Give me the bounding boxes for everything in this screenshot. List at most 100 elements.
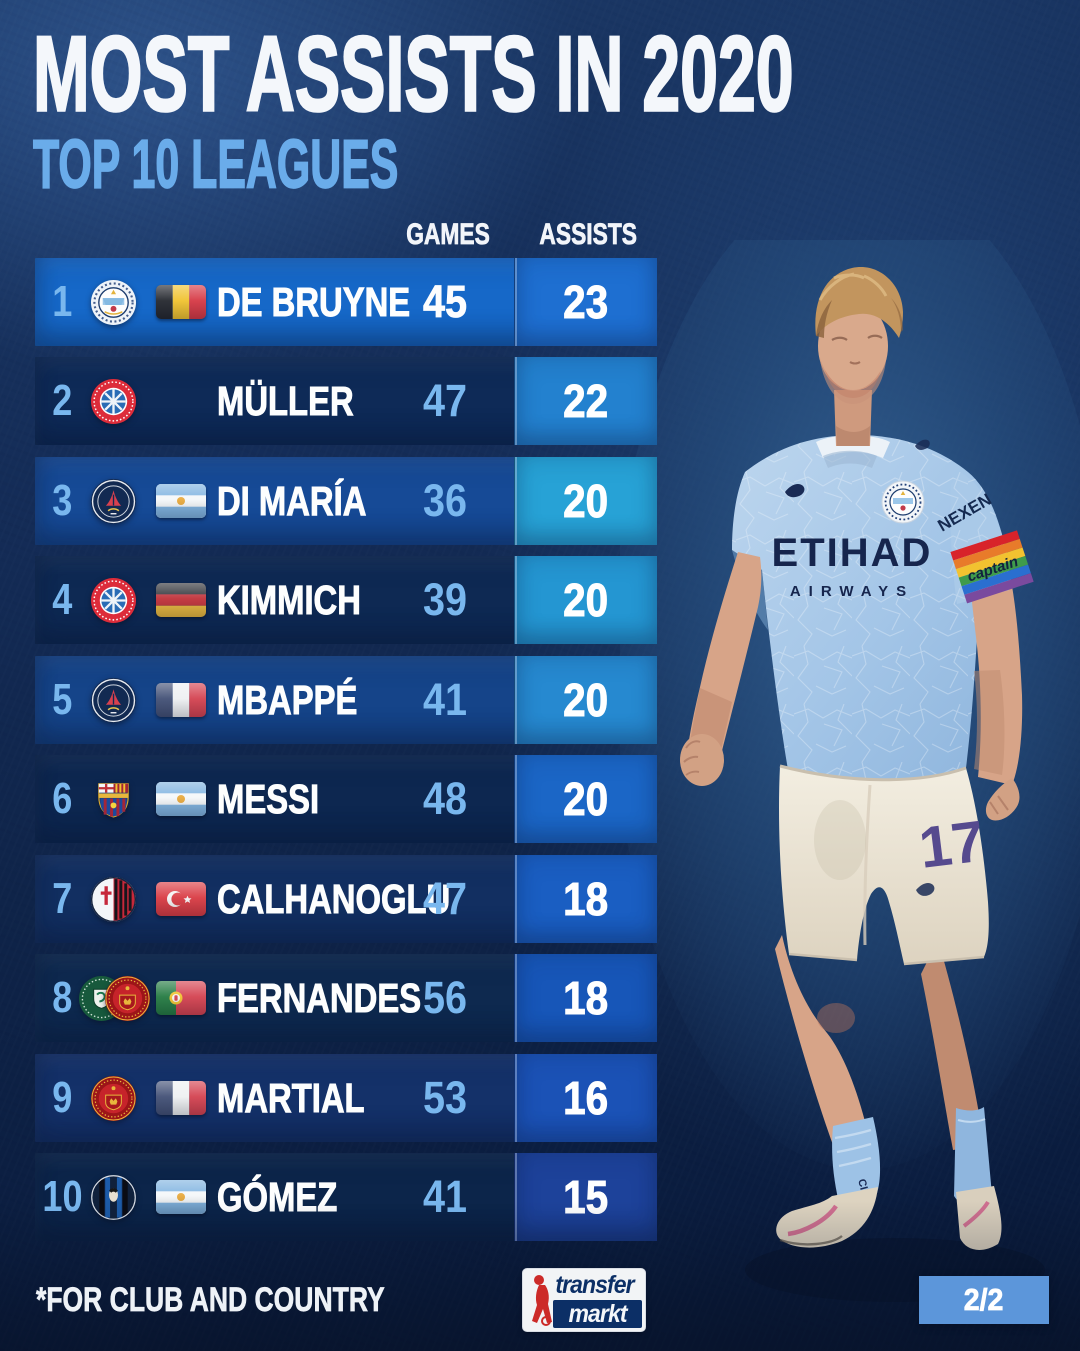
rank: 9 [51,1073,73,1122]
games-value: 47 [422,375,468,426]
club-badge-ac-milan [87,873,139,925]
games-value: 41 [422,674,468,725]
rank: 3 [51,476,73,525]
jersey-sponsor-sub: AIRWAYS [790,583,914,600]
transfermarkt-logo-top-text: transfer [555,1271,635,1299]
games-value: 45 [422,276,468,328]
flag-argentina [153,781,209,817]
games-value: 53 [422,1072,468,1123]
column-header-assists: ASSISTS [539,218,637,252]
player-name: MBAPPÉ [217,676,358,723]
page-subtitle: TOP 10 LEAGUES [32,126,399,203]
player-shorts: 17 [779,764,989,966]
assists-value: 16 [563,1072,609,1125]
assists-value: 15 [563,1171,609,1224]
rank: 7 [51,874,73,923]
table-row: 1 DE BRUYNE 45 23 [35,258,657,346]
rank: 10 [41,1172,83,1221]
assists-value: 23 [563,276,609,329]
assists-cell: 15 [514,1153,657,1241]
assists-value: 20 [563,574,609,627]
table-row: 4 KIMMICH 39 20 [35,556,657,644]
assists-value: 20 [563,773,609,826]
armband-text: captain [965,553,1020,585]
table-row: 5 MBAPPÉ 41 20 [35,656,657,744]
page-number-badge: 2/2 [919,1276,1049,1324]
club-badge-psg [87,674,139,726]
player-back-leg [921,940,1002,1250]
assists-value: 20 [563,475,609,528]
assists-value: 18 [563,972,609,1025]
player-backdrop-glow [620,240,1080,1170]
player-name: FERNANDES [217,974,422,1021]
games-value: 48 [422,773,468,824]
rank: 4 [51,575,73,624]
puma-logo-shorts [916,882,935,896]
assists-cell: 18 [514,954,657,1042]
table-row: 3 DI MARÍA 36 20 [35,457,657,545]
assists-cell: 18 [514,855,657,943]
assists-value: 18 [563,873,609,926]
rank: 6 [51,774,73,823]
column-header-games: GAMES [406,218,490,252]
player-name: DE BRUYNE [217,278,411,325]
rank: 2 [51,376,73,425]
footnote: *FOR CLUB AND COUNTRY [36,1281,385,1320]
assists-cell: 20 [514,755,657,843]
assists-value: 22 [563,375,609,428]
assists-cell: 20 [514,656,657,744]
flag-portugal [153,980,209,1016]
flag-turkey [153,881,209,917]
player-jersey: ETIHAD AIRWAYS [732,434,1008,784]
games-value: 36 [422,475,468,526]
jersey-club-badge [881,480,925,524]
games-value: 39 [422,574,468,625]
assists-cell: 22 [514,357,657,445]
player-left-arm: NEXEN captain [935,472,1034,821]
player-photo-kevin-de-bruyne: CITY [620,240,1080,1302]
flag-france [153,682,209,718]
puma-logo-shoulder [915,439,930,450]
transfermarkt-figure-icon [532,1275,552,1326]
rank: 1 [51,277,73,326]
player-right-arm [680,552,762,786]
player-name: GÓMEZ [217,1173,338,1220]
flag-argentina [153,483,209,519]
flag-france [153,1080,209,1116]
player-front-leg: CITY [775,935,881,1248]
club-badge-bayern-munich [87,375,139,427]
flag-belgium [153,284,209,320]
assists-cell: 20 [514,556,657,644]
player-name: MESSI [217,775,320,822]
flag-germany [153,582,209,618]
table-row: 7 CALHANOGLU 47 18 [35,855,657,943]
player-name: DI MARÍA [217,477,367,524]
jersey-sponsor: ETIHAD [772,531,933,575]
player-head [815,267,903,446]
page-title: MOST ASSISTS IN 2020 [32,13,794,134]
club-badge-manchester-city [87,276,139,328]
games-value: 56 [422,972,468,1023]
player-name: KIMMICH [217,576,362,623]
games-value: 41 [422,1171,468,1222]
sock-text: CITY [855,1178,873,1206]
club-badge-atalanta [87,1171,139,1223]
table-row: 10 GÓMEZ 41 15 [35,1153,657,1241]
assists-cell: 23 [514,258,657,346]
captain-armband: captain [950,530,1034,604]
club-badge-barcelona [87,773,139,825]
player-name: MARTIAL [217,1074,365,1121]
club-badge-psg [87,475,139,527]
table-row: 2 MÜLLER 47 22 [35,357,657,445]
games-value: 47 [422,873,468,924]
club-badge-bayern-munich [87,574,139,626]
table-row: 9 MARTIAL 53 16 [35,1054,657,1142]
table-row: 8 FERNANDES 56 18 [35,954,657,1042]
puma-logo-chest [785,484,805,498]
flag-argentina [153,1179,209,1215]
rank: 5 [51,675,73,724]
club-badge-manchester-united [101,972,153,1024]
shorts-number: 17 [916,809,988,881]
transfermarkt-logo-bottom-text: markt [553,1300,642,1328]
